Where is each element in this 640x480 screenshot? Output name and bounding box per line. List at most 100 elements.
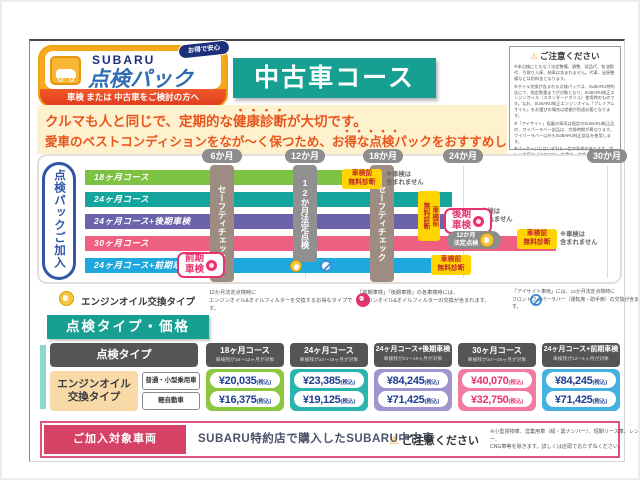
free-diagnosis-badge: 車検前 無料診断 [517, 229, 557, 249]
timeline-panel: 6か月 12か月 18か月 24か月 30か月 点検パックご加入 18ヶ月コース… [37, 149, 627, 284]
course-target: 車検残が18〜13ヶ月が対象 [215, 358, 275, 364]
legal-12m-badge: 12か月 法定点検 [447, 231, 501, 249]
course-name: 24ヶ月コース+前期車検 [543, 346, 619, 353]
price-card-18m: ¥20,035(税込) ¥16,375(税込) [206, 369, 284, 411]
price-standard: ¥23,385(税込) [294, 372, 364, 388]
month-badge-24: 24か月 [443, 149, 483, 163]
course-bar-label: 18ヶ月コース [94, 172, 150, 182]
early-shaken-label: 前期 車検 [184, 253, 204, 275]
late-shaken-badge: 後期 車検 [444, 208, 492, 234]
warning-icon: ⚠ [389, 435, 399, 447]
pricing-row-label: エンジンオイル 交換タイプ [50, 371, 138, 411]
course-name: 24ヶ月コース [304, 346, 354, 355]
bottom-caution-title: ⚠ ご注意ください [389, 435, 479, 447]
legal-12m-label: 12か月 法定点検 [453, 232, 479, 247]
wheel-icon [58, 77, 63, 82]
legal-inspection-column-12m: 12か月法定点検 [293, 165, 317, 262]
price-card-30m: ¥40,070(税込) ¥32,750(税込) [458, 369, 536, 411]
vehicle-type-standard: 普通・小型乗用車 [142, 372, 200, 390]
pricing-col-header-30m: 30ヶ月コース 車検残が34〜25ヶ月が対象 [458, 343, 536, 367]
month-badge-30: 30か月 [587, 149, 627, 163]
bottom-caution-text: ※小型貨物車、営業用車（緑・黒ナンバー）、短期リース車、レンタカー、 CNG車等… [490, 429, 640, 451]
pricing-col-header-18m: 18ヶ月コース 車検残が18〜13ヶ月が対象 [206, 343, 284, 367]
month-badge-18: 18か月 [363, 149, 403, 163]
free-diagnosis-badge-vertical: 車検前 無料診断 [418, 191, 440, 241]
late-shaken-label: 後期 車検 [451, 209, 471, 231]
logo-product-text: 点検パック [88, 68, 193, 91]
month-badge-12: 12か月 [285, 149, 325, 163]
price-standard: ¥84,245(税込) [378, 372, 448, 388]
flyer-frame [29, 39, 625, 462]
course-target: 車検残が24〜19ヶ月が対象 [383, 356, 443, 362]
oil-icon [480, 233, 495, 247]
course-bar-label: 24ヶ月コース [94, 194, 150, 204]
intro-line1: クルマも人と同じで、定期的な健康診断が大切です。 [45, 114, 367, 129]
page-title: 中古車コース [233, 58, 436, 98]
oil-icon [59, 291, 74, 306]
no-shaken-note: ※車検は 含まれません [386, 171, 424, 187]
eyesight-wiper-icon [320, 260, 333, 272]
sidebar-join-label: 点検パックご加入 [42, 162, 76, 280]
legend-oil-type-text: 12か月法定点検時に エンジンオイル&オイルフィルターを交換するお得なタイプです… [209, 290, 353, 313]
legend-oil-type-label: エンジンオイル交換タイプ [81, 297, 196, 308]
no-shaken-note: ※車検は 含まれません [560, 231, 598, 247]
eligible-vehicle-label: ご加入対象車両 [44, 425, 186, 454]
logo-tagline: 車検 または 中古車をご検討の方へ [40, 89, 226, 106]
vehicle-type-kei: 軽自動車 [142, 392, 200, 410]
price-card-24m-early: ¥84,245(税込) ¥71,425(税込) [542, 369, 620, 411]
course-target: 車検残が12〜1ヶ月が対象 [553, 356, 609, 362]
price-kei: ¥71,425(税込) [546, 391, 616, 407]
course-target: 車検残が24〜19ヶ月が対象 [299, 358, 359, 364]
subaru-tenken-pack-logo: SUBARU 点検パック お得で安心 車検 または 中古車をご検討の方へ [38, 39, 231, 108]
legend: エンジンオイル交換タイプ 12か月法定点検時に エンジンオイル&オイルフィルター… [37, 286, 638, 314]
oil-icon [290, 260, 302, 272]
stamp-icon [473, 215, 484, 227]
free-diagnosis-badge: 車検前 無料診断 [342, 169, 382, 189]
course-bar-label: 30ヶ月コース [94, 238, 150, 248]
oil-change-type-label: エンジンオイル 交換タイプ [57, 377, 131, 403]
course-name: 18ヶ月コース [220, 346, 270, 355]
car-box-icon [50, 56, 81, 85]
course-bar-24m: 24ヶ月コース [85, 192, 452, 207]
gridline-30m [607, 166, 608, 278]
pricing-header-type: 点検タイプ [50, 343, 198, 367]
course-bar-label: 24ヶ月コース+前期車検 [94, 260, 191, 270]
legend-eyesight-text: 「アイサイト車両」には、12か月法定点検時に フロントワイパーラバー（運転席・助… [512, 290, 640, 311]
eyesight-wiper-icon [529, 294, 542, 306]
eligible-vehicle-bar: ご加入対象車両 SUBARU特約店で購入したSUBARU中古車 ⚠ ご注意くださ… [40, 421, 638, 458]
legend-shaken-text: 「前期車検」「後期車検」の各車検時には、 エンジンオイル&オイルフィルターの交換… [357, 290, 490, 305]
warning-icon: ⚠ [530, 52, 538, 61]
course-name: 24ヶ月コース+後期車検 [375, 346, 451, 353]
intro-banner: ・・・・ クルマも人と同じで、定期的な健康診断が大切です。 ・・・・・ 愛車のベ… [37, 105, 507, 168]
price-kei: ¥71,425(税込) [378, 391, 448, 407]
pricing-accent-strip [40, 345, 46, 409]
course-bar-label: 24ヶ月コース+後期車検 [94, 216, 191, 226]
stamp-icon [356, 293, 371, 307]
price-kei: ¥19,125(税込) [294, 391, 364, 407]
course-name: 30ヶ月コース [472, 346, 522, 355]
price-standard: ¥20,035(税込) [210, 372, 280, 388]
caution-item: ※本点検にともなう法定整備、調整、部品代、各油脂代、引取り入庫、納車は含まれませ… [514, 64, 615, 81]
pricing-col-header-24m: 24ヶ月コース 車検残が24〜19ヶ月が対象 [290, 343, 368, 367]
car-icon [56, 69, 76, 78]
month-badge-6: 6か月 [202, 149, 242, 163]
wheel-icon [69, 77, 74, 82]
course-bar-24m-late: 24ヶ月コース+後期車検 [85, 214, 449, 229]
pricing-col-header-24m-early: 24ヶ月コース+前期車検 車検残が12〜1ヶ月が対象 [542, 343, 620, 367]
price-standard: ¥40,070(税込) [462, 372, 532, 388]
pricing-section-title: 点検タイプ・価格 [47, 315, 209, 339]
free-diagnosis-badge: 車検前 無料診断 [431, 255, 471, 275]
caution-title: ⚠ ご注意ください [530, 51, 600, 61]
stamp-icon [206, 259, 217, 271]
caution-item: ※オイル交換が含まれる点検パックは、SUBARU特約店にて、指定数量までが対象と… [514, 83, 615, 118]
early-shaken-badge: 前期 車検 [177, 252, 225, 278]
price-standard: ¥84,245(税込) [546, 372, 616, 388]
caution-item: ※「アイサイト」搭載の車両は指定のSUBARU純正品の、ワイパーラバー部品は、交… [514, 120, 615, 144]
course-bar-24m-early: 24ヶ月コース+前期車検 [85, 258, 452, 273]
price-card-24m-late: ¥84,245(税込) ¥71,425(税込) [374, 369, 452, 411]
price-kei: ¥32,750(税込) [462, 391, 532, 407]
eligible-vehicle-value: SUBARU特約店で購入したSUBARU中古車 [198, 433, 435, 445]
course-target: 車検残が34〜25ヶ月が対象 [467, 358, 527, 364]
pricing-col-header-24m-late: 24ヶ月コース+後期車検 車検残が24〜19ヶ月が対象 [374, 343, 452, 367]
